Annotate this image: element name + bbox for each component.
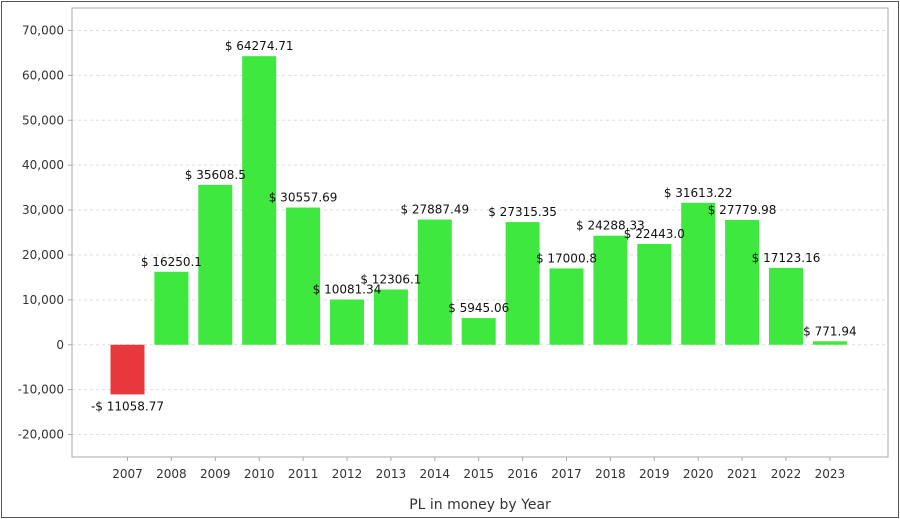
data-label-2022: $ 17123.16 bbox=[752, 251, 821, 265]
x-tick-label-2022: 2022 bbox=[771, 467, 802, 481]
data-label-2021: $ 27779.98 bbox=[708, 203, 777, 217]
y-tick-labels: -20,000 -10,000 0 10,000 20,000 30,000 40,000 5… bbox=[18, 23, 64, 441]
bar-2010 bbox=[242, 56, 277, 345]
bar-2013 bbox=[373, 289, 408, 345]
bars bbox=[110, 56, 847, 395]
x-tick-label-2009: 2009 bbox=[200, 467, 231, 481]
x-tick-label-2023: 2023 bbox=[815, 467, 846, 481]
axes bbox=[68, 7, 889, 461]
data-label-2008: $ 16250.1 bbox=[141, 255, 202, 269]
x-tick-label-2017: 2017 bbox=[551, 467, 582, 481]
x-tick-label-2011: 2011 bbox=[288, 467, 319, 481]
y-tick-label: -20,000 bbox=[18, 428, 64, 442]
bar-2023 bbox=[812, 341, 847, 345]
x-tick-label-2014: 2014 bbox=[420, 467, 451, 481]
x-tick-label-2013: 2013 bbox=[376, 467, 407, 481]
data-label-2010: $ 64274.71 bbox=[225, 39, 294, 53]
y-tick-label: 30,000 bbox=[22, 203, 64, 217]
bar-2012 bbox=[330, 299, 364, 345]
x-tick-label-2010: 2010 bbox=[244, 467, 275, 481]
bar-2007 bbox=[110, 344, 145, 395]
x-tick-label-2012: 2012 bbox=[332, 467, 363, 481]
x-tick-label-2021: 2021 bbox=[727, 467, 758, 481]
bar-2009 bbox=[198, 184, 233, 345]
x-tick-label-2015: 2015 bbox=[463, 467, 494, 481]
data-label-2018: $ 24288.33 bbox=[576, 219, 645, 233]
bar-2008 bbox=[154, 271, 189, 345]
data-label-2014: $ 27887.49 bbox=[400, 203, 469, 217]
data-label-2012: $ 10081.34 bbox=[313, 282, 382, 296]
data-label-2009: $ 35608.5 bbox=[185, 168, 246, 182]
data-label-2007: -$ 11058.77 bbox=[91, 399, 164, 413]
y-tick-label: -10,000 bbox=[18, 383, 64, 397]
y-tick-label: 50,000 bbox=[22, 113, 64, 127]
grid-lines bbox=[72, 29, 888, 436]
data-labels: -$ 11058.77 $ 16250.1 $ 35608.5 $ 64274.71 $… bbox=[91, 39, 857, 413]
data-label-2015: $ 5945.06 bbox=[448, 301, 509, 315]
data-label-2017: $ 17000.8 bbox=[536, 251, 597, 265]
y-tick-label: 0 bbox=[56, 338, 64, 352]
y-tick-label: 70,000 bbox=[22, 23, 64, 37]
bar-2021 bbox=[725, 220, 760, 345]
data-label-2013: $ 12306.1 bbox=[360, 272, 421, 286]
x-tick-label-2018: 2018 bbox=[595, 467, 626, 481]
data-label-2011: $ 30557.69 bbox=[269, 191, 338, 205]
y-tick-label: 10,000 bbox=[22, 293, 64, 307]
bar-2019 bbox=[637, 243, 672, 345]
y-tick-label: 60,000 bbox=[22, 68, 64, 82]
bar-2017 bbox=[549, 268, 584, 345]
bar-2014 bbox=[417, 219, 452, 345]
x-axis-title: PL in money by Year bbox=[409, 497, 551, 513]
bar-2020 bbox=[681, 202, 716, 345]
bar-2022 bbox=[769, 267, 803, 345]
bar-2015 bbox=[461, 318, 496, 345]
x-tick-label-2020: 2020 bbox=[683, 467, 714, 481]
bar-2011 bbox=[286, 207, 321, 345]
y-tick-label: 20,000 bbox=[22, 248, 64, 262]
data-label-2023: $ 771.94 bbox=[803, 324, 856, 338]
plot-border bbox=[71, 7, 889, 458]
x-tick-labels: 2007 2008 2009 2010 2011 2012 2013 2014 2015 2016… bbox=[112, 467, 845, 481]
bar-2018 bbox=[593, 235, 628, 345]
bar-2016 bbox=[505, 222, 540, 345]
x-tick-label-2007: 2007 bbox=[112, 467, 143, 481]
data-label-2016: $ 27315.35 bbox=[488, 205, 557, 219]
x-tick-label-2008: 2008 bbox=[156, 467, 187, 481]
data-label-2019: $ 22443.0 bbox=[624, 227, 685, 241]
x-tick-label-2016: 2016 bbox=[507, 467, 538, 481]
x-tick-label-2019: 2019 bbox=[639, 467, 670, 481]
y-tick-label: 40,000 bbox=[22, 158, 64, 172]
data-label-2020: $ 31613.22 bbox=[664, 186, 733, 200]
